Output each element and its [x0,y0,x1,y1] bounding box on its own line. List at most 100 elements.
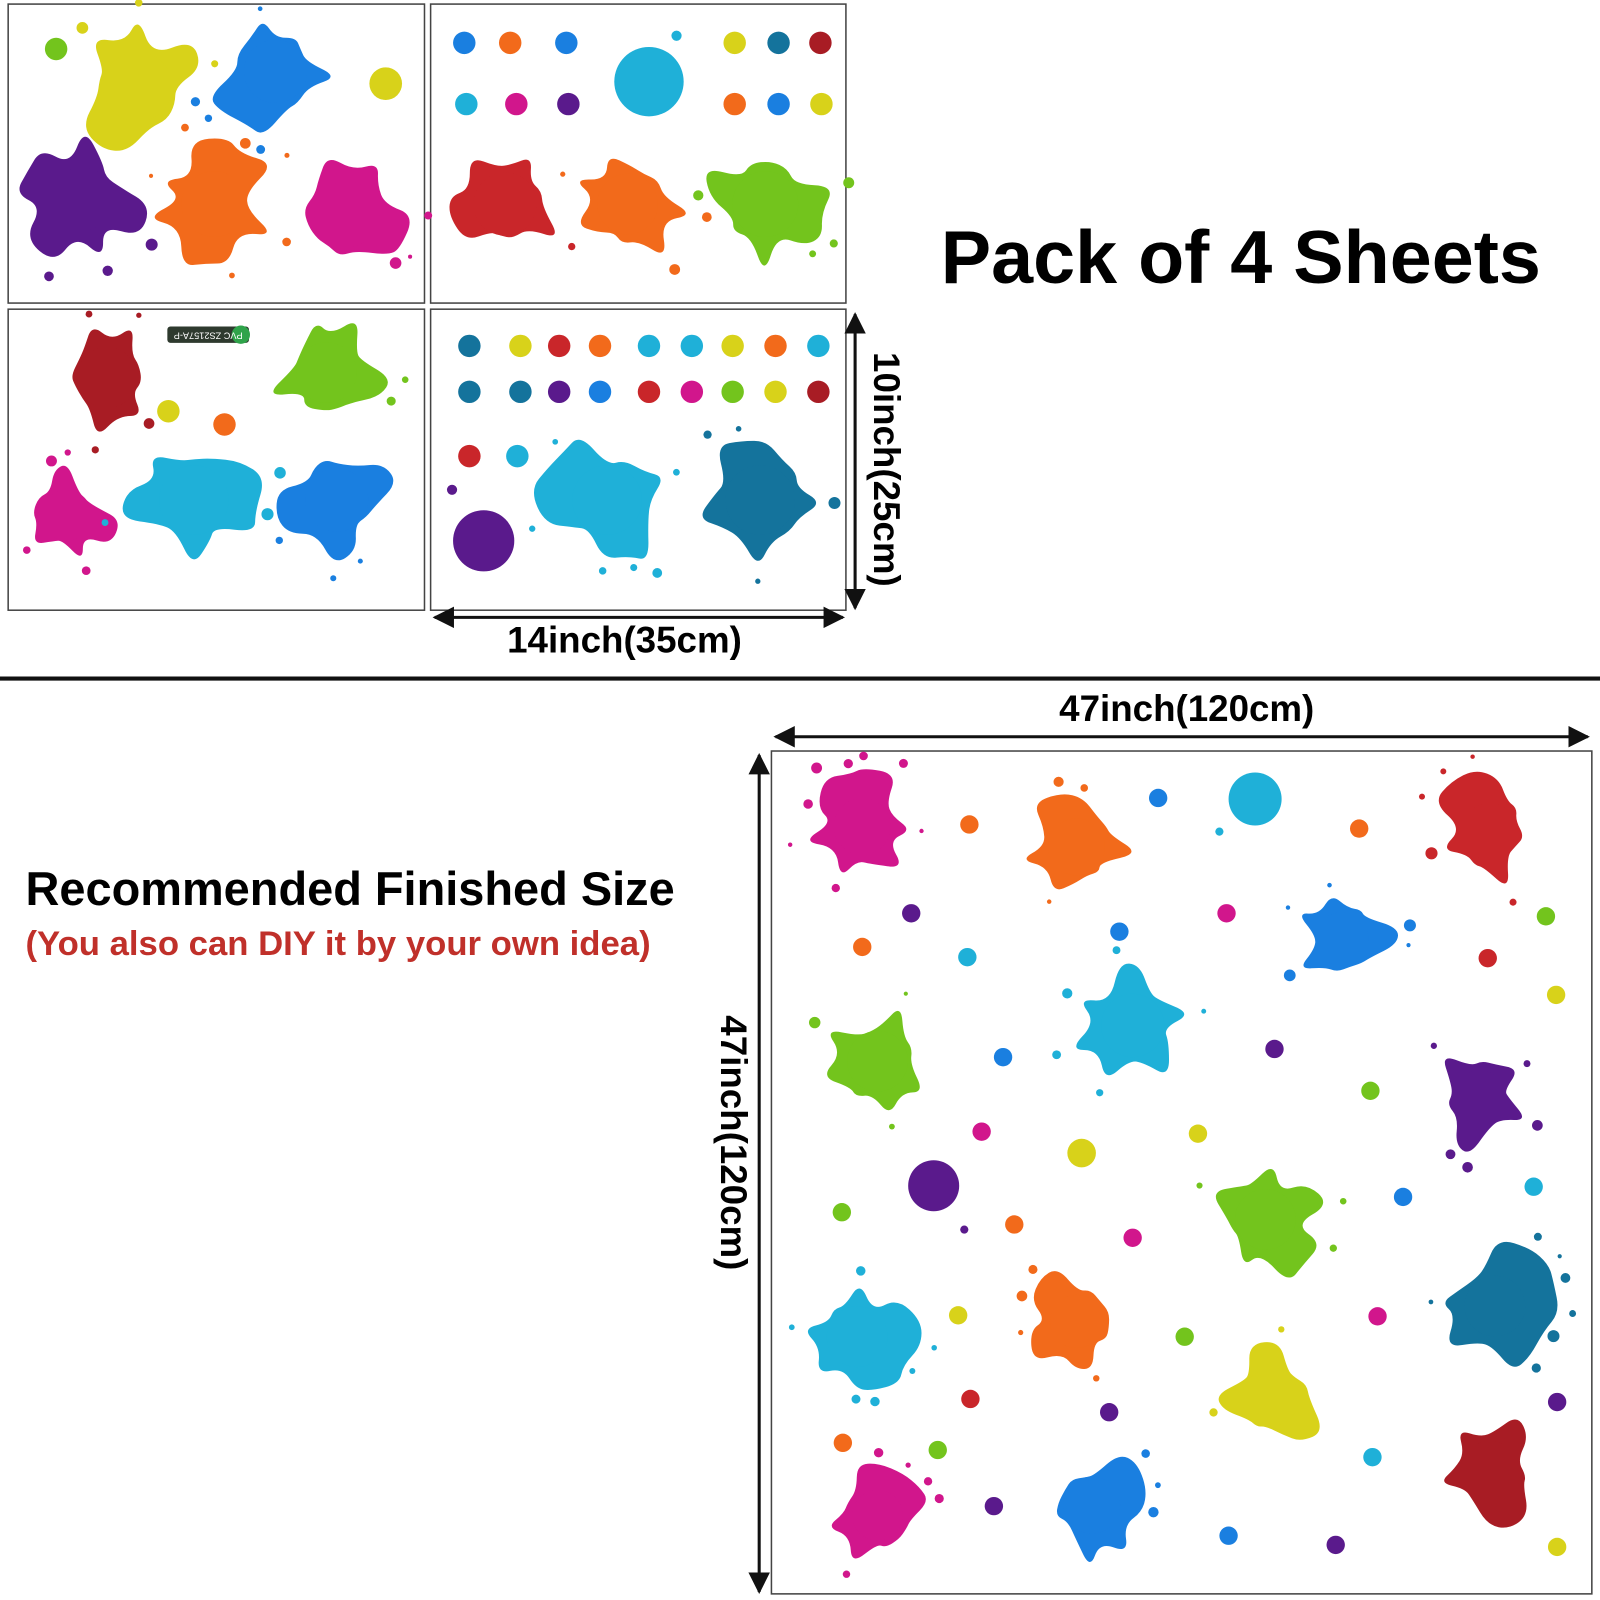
droplet [1509,898,1517,906]
droplet [22,546,31,554]
dot [764,380,787,404]
droplet [44,271,54,282]
tag-label: PVC ZS2157A-P [174,330,243,340]
droplet [1547,1330,1560,1343]
droplet [851,1394,861,1404]
finished-title: Recommended Finished Size [26,863,675,915]
droplet [284,152,290,158]
droplet [145,238,158,251]
dot [1067,1138,1096,1168]
splat-core [852,1490,903,1541]
droplet [330,575,337,582]
droplet [204,114,213,123]
droplet [1093,1375,1100,1382]
droplet [828,496,841,510]
droplet [1155,1482,1161,1489]
droplet [91,446,99,454]
dot [1265,1039,1284,1059]
droplet [843,177,855,189]
droplet [673,468,680,476]
dot [1524,1177,1543,1196]
dot [1228,772,1282,826]
droplet [211,60,219,68]
droplet [788,1324,795,1331]
droplet [1533,1232,1542,1241]
droplet [1052,1050,1062,1060]
droplet [282,237,291,247]
droplet [856,1266,866,1276]
splat-core [314,181,380,248]
dot [993,1047,1013,1067]
droplet [1569,1310,1577,1317]
dot [1175,1327,1194,1346]
droplet [1196,1182,1203,1189]
splat-core [732,171,799,237]
droplet [1523,1060,1531,1068]
dot [1547,1537,1567,1557]
droplet [1046,899,1052,904]
sheet-width: 14inch(35cm) [507,620,742,661]
splat-core [1453,1070,1507,1124]
droplet [1445,1149,1456,1160]
droplet [859,751,868,761]
dot [948,1306,968,1325]
finished-area [770,750,1593,1595]
dot [721,380,744,404]
droplet [809,250,817,258]
droplet [803,799,813,809]
dot [157,400,180,423]
dot [1100,1403,1119,1422]
droplet [873,1448,884,1458]
splat-core [597,173,658,235]
dot [928,1440,947,1460]
dot [1110,922,1129,941]
dot [960,815,979,834]
droplet [598,567,607,575]
dot [832,1203,852,1222]
droplet [1053,776,1064,787]
dot [807,334,830,358]
droplet [755,578,761,584]
tag-badge [231,325,250,344]
droplet [357,558,363,564]
droplet [787,842,793,847]
splat-core [725,465,796,535]
dot [44,37,68,61]
droplet [1201,1008,1207,1014]
droplet [870,1396,880,1407]
droplet [239,137,251,149]
dot [1188,1124,1208,1143]
dot [637,334,661,358]
droplet [1028,1264,1038,1274]
dot [1005,1215,1024,1234]
dot [984,1496,1004,1516]
droplet [76,22,89,34]
droplet [101,519,109,526]
dot [547,334,571,358]
droplet [934,1493,944,1504]
splat-core [76,347,138,408]
droplet [386,396,396,406]
dot [807,380,830,404]
dot [1393,1187,1413,1207]
droplet [136,312,142,318]
droplet [808,1016,821,1029]
dot [213,413,236,436]
droplet [1062,988,1073,999]
dot [1215,827,1224,836]
droplet [931,1344,937,1351]
droplet [703,430,712,439]
dot [637,380,661,404]
droplet [1096,1089,1104,1097]
dot [1219,1526,1238,1545]
splat-core [1063,1476,1121,1534]
dot [455,92,478,116]
dot [809,31,832,55]
droplet [229,272,235,279]
droplet [424,211,433,220]
splat-core [1049,1294,1104,1348]
droplet [81,566,91,576]
droplet [669,264,681,275]
droplet [1339,1197,1347,1205]
dot [1361,1081,1380,1100]
